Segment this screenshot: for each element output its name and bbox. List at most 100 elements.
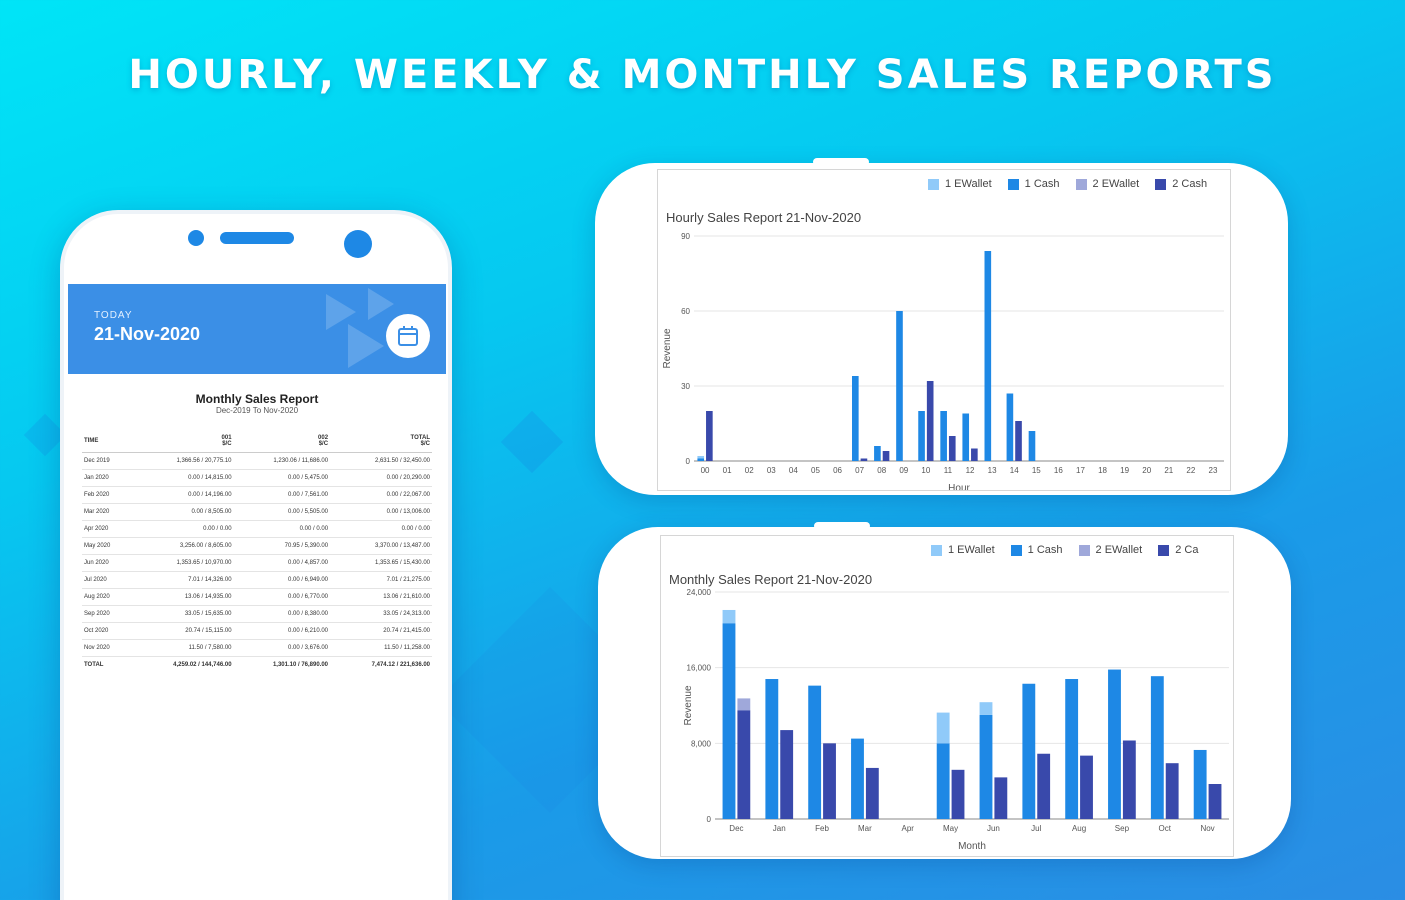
bar-1-cash xyxy=(1065,679,1079,819)
table-cell: 0.00 / 0.00 xyxy=(233,520,331,538)
report-header-row: TIME 001 $/C 002 $/C TOTAL $/C xyxy=(82,433,432,453)
table-cell: 33.05 / 24,313.00 xyxy=(330,605,432,623)
x-tick-label: Jul xyxy=(1031,824,1041,833)
table-cell: 11.50 / 11,258.00 xyxy=(330,639,432,657)
legend-swatch xyxy=(931,544,942,556)
phone-notch xyxy=(813,158,869,166)
hourly-chart: 0 30 60 90 Revenue Hour 00 01 02 03 04 05 06 07 08 09 10… xyxy=(657,169,1231,491)
legend-item[interactable]: 1 EWallet xyxy=(928,178,992,190)
table-cell: 0.00 / 20,290.00 xyxy=(330,469,432,487)
y-tick-label: 16,000 xyxy=(687,664,712,673)
bar-1-cash xyxy=(697,458,705,461)
bar-1-ewallet xyxy=(722,609,736,624)
bar-2-cash xyxy=(865,767,879,819)
legend-item[interactable]: 1 Cash xyxy=(1010,544,1063,556)
bar-2-cash xyxy=(926,381,934,461)
table-cell: 3,256.00 / 8,605.00 xyxy=(131,537,234,555)
bar-2-cash xyxy=(1015,421,1022,461)
legend-label: 1 EWallet xyxy=(948,544,995,556)
legend-swatch xyxy=(1075,178,1087,190)
table-cell: Oct 2020 xyxy=(82,622,132,640)
table-cell: 7.01 / 14,326.00 xyxy=(131,571,234,589)
table-row: Mar 2020 0.00 / 8,505.00 0.00 / 5,505.00 0.… xyxy=(82,503,432,521)
x-tick-label: 18 xyxy=(1098,466,1107,475)
table-cell: 3,370.00 / 13,487.00 xyxy=(330,537,432,555)
table-cell: Jun 2020 xyxy=(82,554,132,572)
legend-item[interactable]: 2 EWallet xyxy=(1075,178,1140,190)
x-tick-label: 17 xyxy=(1076,466,1085,475)
bar-1-cash xyxy=(979,714,993,819)
monthly-chart: 0 8,000 16,000 24,000 Revenue Month Dec Jan Feb M… xyxy=(660,535,1234,857)
hourly-chart-svg: 0 30 60 90 Revenue Hour 00 01 02 03 04 05 06 07 08 09 10… xyxy=(662,232,1224,490)
headline: HOURLY, WEEKLY & MONTHLY SALES REPORTS xyxy=(128,52,1277,98)
legend-label: 2 EWallet xyxy=(1092,178,1140,190)
table-cell: 0.00 / 14,815.00 xyxy=(131,469,234,487)
x-tick-label: 15 xyxy=(1032,466,1041,475)
table-cell: 13.06 / 14,935.00 xyxy=(131,588,234,606)
speaker-slot xyxy=(220,232,294,244)
table-cell: 0.00 / 5,505.00 xyxy=(233,503,331,521)
x-tick-label: 12 xyxy=(966,466,975,475)
table-cell: 20.74 / 15,115.00 xyxy=(131,622,234,640)
bar-1-cash xyxy=(874,446,881,461)
legend-swatch xyxy=(1155,178,1167,190)
bar-1-ewallet xyxy=(936,712,950,744)
table-cell: 0.00 / 22,067.00 xyxy=(330,486,432,504)
table-cell: 0.00 / 4,857.00 xyxy=(233,554,331,572)
x-tick-label: 01 xyxy=(723,466,732,475)
calendar-icon xyxy=(398,326,418,346)
table-cell: 0.00 / 13,006.00 xyxy=(330,503,432,521)
table-cell: 7.01 / 21,275.00 xyxy=(330,571,432,589)
table-cell: 13.06 / 21,610.00 xyxy=(330,588,432,606)
y-tick-label: 60 xyxy=(681,307,690,316)
x-tick-label: Oct xyxy=(1159,824,1172,833)
bar-2-cash xyxy=(948,436,956,461)
x-tick-label: 21 xyxy=(1164,466,1173,475)
y-tick-label: 90 xyxy=(681,232,690,241)
table-row: Dec 2019 1,366.56 / 20,775.10 1,230.06 / 1… xyxy=(82,452,432,470)
table-cell: Apr 2020 xyxy=(82,520,132,538)
table-cell: Jan 2020 xyxy=(82,469,132,487)
table-cell: 0.00 / 0.00 xyxy=(330,520,432,538)
legend-item[interactable]: 2 Cash xyxy=(1155,178,1207,190)
table-cell: 1,353.65 / 15,430.00 xyxy=(330,554,432,572)
table-cell: 70.95 / 5,390.00 xyxy=(233,537,331,555)
table-cell: 0.00 / 0.00 xyxy=(131,520,234,538)
x-tick-label: Sep xyxy=(1115,824,1130,833)
table-row: Feb 2020 0.00 / 14,196.00 0.00 / 7,561.00 0… xyxy=(82,486,432,504)
phone-landscape-hourly: 0 30 60 90 Revenue Hour 00 01 02 03 04 05 06 07 08 09 10… xyxy=(595,158,1288,495)
x-tick-label: May xyxy=(943,824,958,833)
legend-item[interactable]: 2 Ca xyxy=(1158,544,1198,556)
legend-item[interactable]: 1 EWallet xyxy=(931,544,995,556)
bar-1-cash xyxy=(722,623,736,819)
bar-1-cash xyxy=(1193,749,1207,819)
table-cell: 1,366.56 / 20,775.10 xyxy=(131,452,234,470)
table-cell: Mar 2020 xyxy=(82,503,132,521)
today-label: TODAY xyxy=(94,310,133,321)
table-cell: 0.00 / 14,196.00 xyxy=(131,486,234,504)
calendar-button[interactable] xyxy=(386,314,430,358)
bar-2-cash xyxy=(823,743,836,819)
legend-item[interactable]: 2 EWallet xyxy=(1078,544,1142,556)
bar-2-cash xyxy=(860,458,868,461)
table-cell: 0.00 / 7,561.00 xyxy=(233,486,331,504)
report-column-header: 001 $/C xyxy=(131,433,234,453)
table-row: Jan 2020 0.00 / 14,815.00 0.00 / 5,475.00 0… xyxy=(82,469,432,487)
table-cell: 7,474.12 / 221,636.00 xyxy=(371,662,430,668)
y-tick-label: 0 xyxy=(707,815,712,824)
table-cell: Sep 2020 xyxy=(82,605,132,623)
legend-swatch xyxy=(1010,544,1022,556)
bar-1-cash xyxy=(1006,393,1014,461)
x-tick-label: 20 xyxy=(1142,466,1151,475)
table-row: Oct 2020 20.74 / 15,115.00 0.00 / 6,210.00… xyxy=(82,622,432,640)
table-cell: TOTAL xyxy=(84,662,104,668)
table-cell: Nov 2020 xyxy=(82,639,132,657)
legend-item[interactable]: 1 Cash xyxy=(1007,178,1060,190)
x-tick-label: 19 xyxy=(1120,466,1129,475)
x-tick-label: 06 xyxy=(833,466,842,475)
y-axis-label: Revenue xyxy=(662,328,673,368)
x-tick-label: 04 xyxy=(789,466,798,475)
x-tick-label: Mar xyxy=(858,824,872,833)
x-tick-label: Nov xyxy=(1200,824,1214,833)
table-row: Jun 2020 1,353.65 / 10,970.00 0.00 / 4,857… xyxy=(82,554,432,572)
